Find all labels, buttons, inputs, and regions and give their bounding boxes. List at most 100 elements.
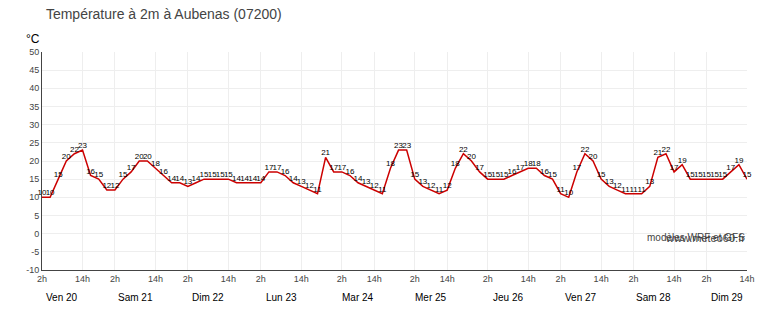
svg-text:15: 15 (54, 170, 63, 179)
svg-text:0: 0 (34, 229, 39, 239)
svg-text:14h: 14h (521, 274, 536, 284)
svg-text:2h: 2h (556, 274, 566, 284)
svg-text:14: 14 (248, 174, 257, 183)
svg-text:Sam 21: Sam 21 (118, 292, 153, 303)
svg-text:22: 22 (70, 145, 79, 154)
svg-text:16: 16 (345, 167, 354, 176)
svg-text:14: 14 (289, 174, 298, 183)
svg-text:17: 17 (264, 163, 273, 172)
svg-text:14: 14 (167, 174, 176, 183)
svg-text:2h: 2h (37, 274, 47, 284)
svg-text:14: 14 (240, 174, 249, 183)
svg-text:13: 13 (418, 177, 427, 186)
svg-text:50: 50 (29, 47, 39, 57)
svg-text:Mer 25: Mer 25 (415, 292, 447, 303)
svg-text:15: 15 (483, 170, 492, 179)
svg-text:22: 22 (662, 145, 671, 154)
svg-text:25: 25 (29, 138, 39, 148)
svg-text:°C: °C (26, 32, 40, 46)
svg-text:18: 18 (532, 159, 541, 168)
svg-text:15: 15 (499, 170, 508, 179)
svg-text:14h: 14h (367, 274, 382, 284)
svg-text:20: 20 (589, 152, 598, 161)
svg-text:19: 19 (678, 156, 687, 165)
svg-text:30: 30 (29, 120, 39, 130)
svg-text:15: 15 (548, 170, 557, 179)
svg-text:14h: 14h (148, 274, 163, 284)
svg-text:18: 18 (151, 159, 160, 168)
svg-text:10: 10 (46, 188, 55, 197)
svg-text:13: 13 (645, 177, 654, 186)
svg-text:12: 12 (305, 181, 314, 190)
svg-text:15: 15 (29, 174, 39, 184)
svg-text:17: 17 (273, 163, 282, 172)
svg-text:10: 10 (29, 192, 39, 202)
svg-text:2h: 2h (483, 274, 493, 284)
svg-text:17: 17 (572, 163, 581, 172)
svg-text:16: 16 (86, 167, 95, 176)
svg-text:35: 35 (29, 102, 39, 112)
svg-text:10: 10 (38, 188, 47, 197)
svg-text:12: 12 (427, 181, 436, 190)
svg-text:11: 11 (378, 185, 387, 194)
svg-text:www.meteo60.fr: www.meteo60.fr (665, 232, 745, 244)
svg-text:12: 12 (443, 181, 452, 190)
svg-text:17: 17 (670, 163, 679, 172)
svg-text:17: 17 (475, 163, 484, 172)
svg-text:15: 15 (702, 170, 711, 179)
svg-text:18: 18 (524, 159, 533, 168)
svg-text:18: 18 (386, 159, 395, 168)
svg-text:14h: 14h (75, 274, 90, 284)
svg-text:Dim 22: Dim 22 (192, 292, 224, 303)
svg-text:15: 15 (491, 170, 500, 179)
svg-text:14h: 14h (440, 274, 455, 284)
svg-text:Ven 27: Ven 27 (565, 292, 597, 303)
svg-text:15: 15 (94, 170, 103, 179)
svg-text:15: 15 (597, 170, 606, 179)
svg-text:14h: 14h (294, 274, 309, 284)
svg-text:15: 15 (216, 170, 225, 179)
svg-text:20: 20 (467, 152, 476, 161)
svg-text:-10: -10 (26, 265, 39, 275)
svg-text:15: 15 (410, 170, 419, 179)
svg-text:13: 13 (362, 177, 371, 186)
svg-text:15: 15 (686, 170, 695, 179)
svg-text:12: 12 (370, 181, 379, 190)
svg-text:14h: 14h (739, 274, 754, 284)
svg-text:22: 22 (459, 145, 468, 154)
svg-text:40: 40 (29, 83, 39, 93)
svg-text:19: 19 (734, 156, 743, 165)
svg-text:11: 11 (313, 185, 322, 194)
svg-text:16: 16 (508, 167, 517, 176)
svg-text:12: 12 (613, 181, 622, 190)
svg-text:20: 20 (143, 152, 152, 161)
svg-text:Dim 29: Dim 29 (711, 292, 743, 303)
svg-text:20: 20 (29, 156, 39, 166)
svg-text:12: 12 (102, 181, 111, 190)
svg-text:14: 14 (175, 174, 184, 183)
svg-text:17: 17 (329, 163, 338, 172)
svg-text:16: 16 (159, 167, 168, 176)
svg-text:18: 18 (451, 159, 460, 168)
svg-text:-5: -5 (31, 247, 39, 257)
svg-text:2h: 2h (110, 274, 120, 284)
svg-text:14: 14 (192, 174, 201, 183)
svg-text:11: 11 (621, 185, 630, 194)
svg-text:13: 13 (183, 177, 192, 186)
svg-text:21: 21 (653, 148, 662, 157)
svg-text:23: 23 (78, 141, 87, 150)
svg-text:15: 15 (743, 170, 752, 179)
svg-text:17: 17 (337, 163, 346, 172)
svg-text:11: 11 (629, 185, 638, 194)
svg-text:5: 5 (34, 211, 39, 221)
svg-text:Lun 23: Lun 23 (266, 292, 297, 303)
svg-text:15: 15 (694, 170, 703, 179)
svg-text:13: 13 (605, 177, 614, 186)
svg-text:Sam 28: Sam 28 (636, 292, 671, 303)
svg-text:modèles WRF et GFS: modèles WRF et GFS (647, 232, 745, 243)
svg-text:2h: 2h (256, 274, 266, 284)
svg-text:22: 22 (580, 145, 589, 154)
svg-text:23: 23 (402, 141, 411, 150)
svg-text:20: 20 (62, 152, 71, 161)
svg-text:13: 13 (297, 177, 306, 186)
